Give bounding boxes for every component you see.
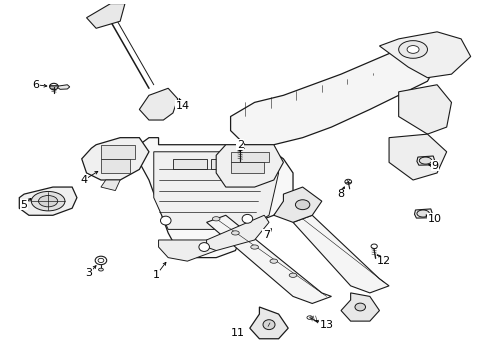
Ellipse shape [417, 210, 429, 217]
Ellipse shape [237, 146, 244, 150]
Polygon shape [250, 307, 288, 339]
Text: 12: 12 [377, 256, 392, 266]
Ellipse shape [98, 268, 103, 271]
Ellipse shape [39, 195, 58, 207]
Polygon shape [231, 162, 264, 173]
Polygon shape [58, 85, 70, 89]
Text: 11: 11 [231, 328, 245, 338]
Polygon shape [231, 49, 437, 145]
Polygon shape [293, 215, 389, 293]
Polygon shape [399, 85, 451, 134]
Polygon shape [101, 180, 120, 190]
Polygon shape [207, 215, 269, 251]
Polygon shape [379, 32, 471, 78]
Polygon shape [389, 134, 447, 180]
Polygon shape [50, 85, 59, 87]
Ellipse shape [242, 215, 253, 223]
Polygon shape [154, 152, 279, 229]
Ellipse shape [251, 245, 258, 249]
Text: 2: 2 [237, 140, 244, 150]
Text: 5: 5 [21, 200, 27, 210]
Ellipse shape [95, 256, 107, 265]
Polygon shape [231, 152, 269, 162]
Polygon shape [101, 159, 130, 173]
Polygon shape [341, 293, 379, 321]
Polygon shape [417, 156, 435, 165]
Polygon shape [82, 138, 149, 180]
Ellipse shape [289, 273, 297, 277]
Text: 8: 8 [338, 189, 344, 199]
Ellipse shape [232, 231, 239, 235]
Text: 6: 6 [33, 80, 40, 90]
Ellipse shape [212, 217, 220, 221]
Polygon shape [207, 215, 331, 303]
Ellipse shape [31, 192, 65, 211]
Ellipse shape [399, 41, 427, 58]
Ellipse shape [49, 83, 58, 90]
Ellipse shape [270, 259, 278, 263]
Polygon shape [173, 159, 207, 170]
Text: 4: 4 [80, 175, 88, 185]
Polygon shape [139, 88, 178, 120]
Ellipse shape [263, 320, 275, 330]
Polygon shape [87, 4, 125, 28]
Text: 9: 9 [431, 161, 438, 171]
Ellipse shape [419, 157, 432, 164]
Text: 10: 10 [428, 214, 441, 224]
Ellipse shape [355, 303, 366, 311]
Polygon shape [211, 159, 245, 170]
Ellipse shape [307, 316, 313, 319]
Polygon shape [159, 240, 216, 261]
Polygon shape [19, 187, 77, 215]
Ellipse shape [161, 216, 171, 225]
Polygon shape [216, 145, 283, 187]
Ellipse shape [295, 200, 310, 210]
Text: 3: 3 [85, 269, 93, 279]
Text: 14: 14 [175, 101, 190, 111]
Polygon shape [274, 187, 322, 222]
Ellipse shape [371, 244, 377, 249]
Polygon shape [415, 209, 432, 218]
Ellipse shape [199, 243, 209, 251]
Text: 1: 1 [153, 270, 160, 280]
Polygon shape [101, 145, 135, 159]
Ellipse shape [407, 46, 419, 53]
Text: 13: 13 [319, 320, 334, 330]
Ellipse shape [345, 179, 352, 184]
Text: 7: 7 [263, 230, 270, 240]
Polygon shape [139, 138, 293, 258]
Ellipse shape [98, 258, 104, 262]
